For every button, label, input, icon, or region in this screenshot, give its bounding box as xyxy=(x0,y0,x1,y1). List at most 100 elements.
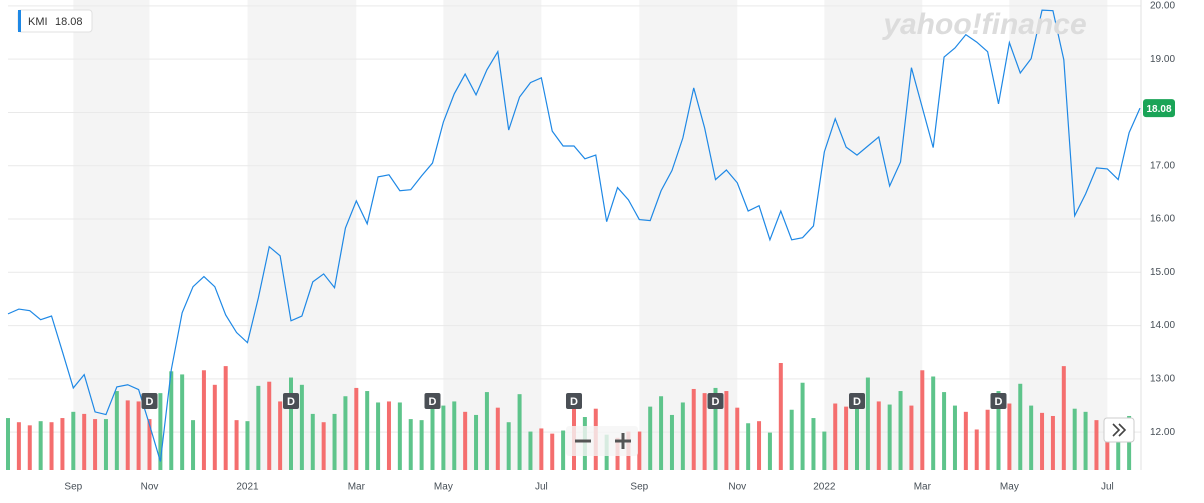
y-tick-label: 16.00 xyxy=(1150,214,1175,225)
legend-price: 18.08 xyxy=(55,16,83,28)
volume-bar xyxy=(343,396,348,470)
volume-bar xyxy=(1029,405,1034,470)
volume-bar xyxy=(822,431,827,470)
volume-bar xyxy=(397,402,402,470)
volume-bar xyxy=(49,422,54,470)
dividend-marker xyxy=(141,393,158,409)
volume-bar xyxy=(71,411,76,470)
volume-bar xyxy=(125,400,130,470)
volume-bar xyxy=(169,371,174,470)
x-tick-label: May xyxy=(1000,482,1019,493)
scroll-button[interactable] xyxy=(1103,417,1135,443)
volume-bar xyxy=(158,393,163,470)
dividend-marker xyxy=(990,393,1007,409)
y-tick-label: 17.00 xyxy=(1150,160,1175,171)
volume-bar xyxy=(452,401,457,470)
volume-bar xyxy=(430,405,435,470)
volume-bar xyxy=(299,384,304,470)
x-tick-label: Jul xyxy=(535,482,548,493)
zoom-controls[interactable] xyxy=(566,426,638,456)
legend: KMI 18.08 xyxy=(17,9,93,33)
dividend-marker xyxy=(566,393,582,409)
dividend-marker xyxy=(283,393,299,409)
volume-bar xyxy=(757,421,762,470)
volume-bar xyxy=(484,392,489,470)
volume-bar xyxy=(474,414,479,470)
volume-bar xyxy=(82,413,87,470)
volume-bar xyxy=(691,388,696,470)
volume-bar xyxy=(256,385,261,470)
y-tick-label: 15.00 xyxy=(1150,267,1175,278)
volume-bar xyxy=(495,407,500,470)
volume-bar xyxy=(528,431,533,470)
volume-bar xyxy=(942,392,947,470)
volume-bar xyxy=(212,384,217,470)
volume-bar xyxy=(550,433,555,470)
volume-bar xyxy=(60,418,65,470)
volume-bar xyxy=(659,396,664,470)
dividend-label: D xyxy=(712,396,720,408)
volume-bar xyxy=(321,422,326,470)
volume-bar xyxy=(931,376,936,470)
volume-bar xyxy=(898,391,903,470)
volume-bar xyxy=(103,419,108,470)
volume-bar xyxy=(234,420,239,470)
volume-bar xyxy=(876,401,881,470)
volume-bar xyxy=(767,432,772,470)
dividend-label: D xyxy=(995,396,1003,408)
volume-bar xyxy=(419,420,424,470)
volume-bar xyxy=(833,403,838,470)
x-tick-label: 2022 xyxy=(813,482,836,493)
volume-bar xyxy=(365,391,370,470)
volume-bar xyxy=(909,405,914,470)
dividend-label: D xyxy=(429,396,437,408)
volume-bar xyxy=(114,391,119,470)
volume-bar xyxy=(1116,432,1121,470)
volume-bar xyxy=(1050,415,1055,470)
scroll-icon xyxy=(1112,423,1127,437)
x-tick-label: Nov xyxy=(141,482,159,493)
volume-bar xyxy=(354,387,359,470)
volume-bar xyxy=(648,406,653,470)
volume-bar xyxy=(38,421,43,470)
volume-bar xyxy=(376,402,381,470)
month-band xyxy=(1009,0,1108,470)
month-band xyxy=(639,0,738,470)
x-tick-label: Sep xyxy=(630,482,648,493)
volume-bar xyxy=(463,411,468,470)
volume-bar xyxy=(855,395,859,470)
volume-bar xyxy=(778,363,783,470)
volume-bar xyxy=(561,430,566,470)
x-tick-label: May xyxy=(434,482,453,493)
x-tick-label: Mar xyxy=(914,482,932,493)
volume-bar xyxy=(267,381,272,470)
volume-bar xyxy=(811,418,816,470)
y-tick-label: 20.00 xyxy=(1150,1,1175,12)
volume-bar xyxy=(16,422,21,470)
x-tick-label: Mar xyxy=(348,482,366,493)
volume-bar xyxy=(735,407,740,470)
volume-bar xyxy=(1040,412,1045,470)
volume-bar xyxy=(93,419,98,470)
volume-bar xyxy=(136,401,141,470)
volume-bar xyxy=(1094,420,1099,470)
y-tick-label: 14.00 xyxy=(1150,320,1175,331)
volume-bar xyxy=(289,377,293,470)
volume-bar xyxy=(6,418,10,470)
volume-bar xyxy=(1007,403,1012,470)
x-tick-label: Jul xyxy=(1101,482,1114,493)
volume-bar xyxy=(713,387,718,470)
price-line xyxy=(7,9,1141,462)
price-tag xyxy=(1143,99,1175,118)
dividend-label: D xyxy=(287,396,295,408)
dividend-marker xyxy=(424,393,441,409)
volume-bar xyxy=(278,401,283,470)
volume-bar xyxy=(952,405,957,470)
legend-swatch xyxy=(18,10,21,32)
month-band xyxy=(73,0,150,470)
volume-bar xyxy=(1061,366,1066,470)
volume-bar xyxy=(746,423,751,470)
dividend-marker xyxy=(707,393,724,409)
month-band xyxy=(443,0,542,470)
